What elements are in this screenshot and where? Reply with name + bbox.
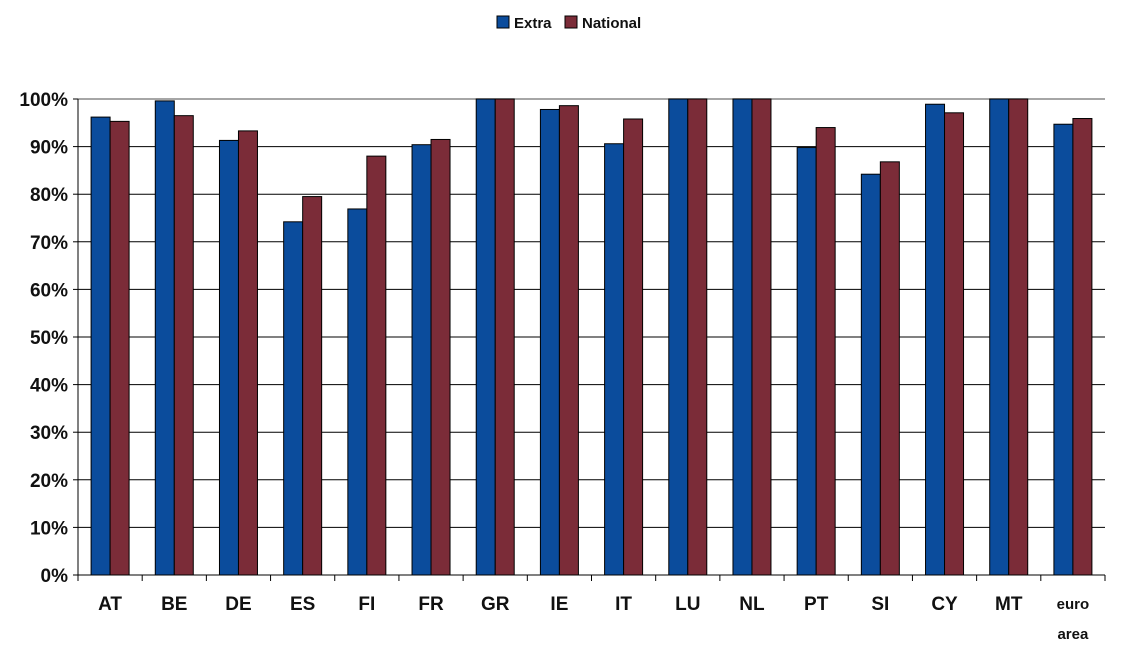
x-tick-label: FR <box>418 594 444 615</box>
x-tick-label: AT <box>98 594 122 615</box>
y-tick-label: 100% <box>19 90 68 111</box>
x-tick-label: LU <box>675 594 700 615</box>
bar-extra-ie <box>539 108 560 576</box>
x-tick-label: IE <box>550 594 568 615</box>
bar-national-at <box>109 120 130 576</box>
y-tick-label: 70% <box>30 233 68 254</box>
y-tick-label: 10% <box>30 518 68 539</box>
y-axis-ticks: 0% 10% 20% 30% 40% 50% 60% 70% 80% 90% 100% <box>19 90 78 587</box>
bar-extra-cy <box>925 103 946 576</box>
y-tick-label: 90% <box>30 138 68 159</box>
y-tick-label: 80% <box>30 185 68 206</box>
bar-national-si <box>879 161 900 576</box>
bar-national-mt <box>1008 98 1029 576</box>
legend-swatch-national <box>564 15 578 29</box>
bar-national-es <box>302 196 323 576</box>
bar-national-it <box>623 118 644 576</box>
x-tick-label: GR <box>481 594 510 615</box>
legend-swatch-extra <box>496 15 510 29</box>
bar-national-ie <box>558 105 579 576</box>
legend-label-extra: Extra <box>514 15 552 32</box>
y-tick-label: 30% <box>30 423 68 444</box>
bar-extra-es <box>283 221 304 576</box>
bar-national-fi <box>366 155 387 576</box>
y-tick-label: 60% <box>30 280 68 301</box>
legend-label-national: National <box>582 15 641 32</box>
bar-extra-si <box>860 173 881 576</box>
bar-extra-fr <box>411 144 432 576</box>
x-tick-label: FI <box>358 594 375 615</box>
x-tick-label: MT <box>995 594 1023 615</box>
bar-extra-pt <box>796 147 817 576</box>
bar-extra-at <box>90 116 111 576</box>
bar-national-gr <box>494 98 515 576</box>
legend: Extra National <box>496 15 641 32</box>
bar-national-cy <box>944 112 965 576</box>
x-tick-label: ES <box>290 594 315 615</box>
y-tick-label: 20% <box>30 471 68 492</box>
bar-national-nl <box>751 98 772 576</box>
x-tick-label: BE <box>161 594 187 615</box>
x-tick-label: DE <box>225 594 251 615</box>
bar-extra-de <box>218 139 239 576</box>
y-tick-label: 0% <box>41 566 69 587</box>
bar-national-fr <box>430 138 451 576</box>
y-tick-label: 50% <box>30 328 68 349</box>
bar-extra-gr <box>475 98 496 576</box>
x-tick-label: CY <box>931 594 958 615</box>
x-tick-label: euro area <box>1057 596 1090 643</box>
bar-national-de <box>237 130 258 576</box>
bar-extra-lu <box>668 98 689 576</box>
bar-extra-fi <box>347 208 368 576</box>
y-tick-label: 40% <box>30 376 68 397</box>
x-axis-ticks: AT BE DE ES FI FR GR IE IT LU NL PT SI CY MT euro area <box>77 575 1106 643</box>
x-tick-label: NL <box>739 594 765 615</box>
bar-national-pt <box>815 127 836 576</box>
bar-extra-mt <box>989 98 1010 576</box>
bar-extra-euro-area <box>1053 123 1074 576</box>
bar-extra-nl <box>732 98 753 576</box>
x-tick-label: SI <box>871 594 889 615</box>
x-tick-label: PT <box>804 594 829 615</box>
bar-national-lu <box>687 98 708 576</box>
bars <box>90 98 1093 576</box>
x-tick-label: IT <box>615 594 632 615</box>
bar-national-euro-area <box>1072 118 1093 576</box>
bar-national-be <box>173 115 194 576</box>
bar-extra-it <box>604 143 625 576</box>
bar-extra-be <box>154 100 175 576</box>
